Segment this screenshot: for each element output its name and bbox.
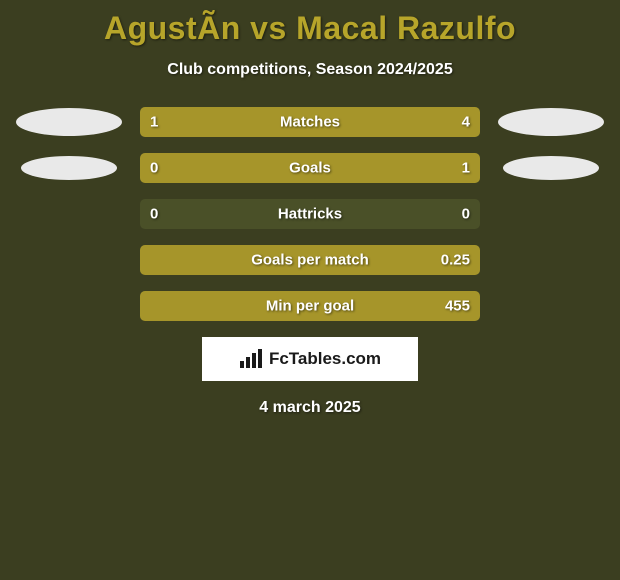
branding-text: FcTables.com: [269, 349, 381, 369]
stat-row: 0.25 Goals per match: [0, 245, 620, 275]
stat-row: 0 1 Goals: [0, 153, 620, 183]
stats-area: 1 4 Matches 0 1 Goals 0 0 Hattricks 0.25 Goals per…: [0, 107, 620, 321]
stat-bar-right-fill: [208, 107, 480, 137]
stat-label: Hattricks: [278, 206, 342, 223]
page-title: AgustÃ­n vs Macal Razulfo: [0, 0, 620, 47]
stat-label: Goals: [289, 160, 331, 177]
stat-value-right: 4: [462, 114, 470, 131]
player-right-ellipse: [503, 156, 599, 180]
stat-bar: 1 4 Matches: [140, 107, 480, 137]
stat-value-right: 0.25: [441, 252, 470, 269]
stat-value-right: 455: [445, 298, 470, 315]
player-left-ellipse: [21, 156, 117, 180]
footer-date: 4 march 2025: [0, 399, 620, 417]
stat-bar: 455 Min per goal: [140, 291, 480, 321]
stat-label: Matches: [280, 114, 340, 131]
player-right-ellipse: [498, 108, 604, 136]
stat-bar: 0 0 Hattricks: [140, 199, 480, 229]
stat-row: 1 4 Matches: [0, 107, 620, 137]
stat-row: 455 Min per goal: [0, 291, 620, 321]
stat-label: Min per goal: [266, 298, 354, 315]
stat-value-left: 1: [150, 114, 158, 131]
player-left-ellipse: [16, 108, 122, 136]
stat-bar: 0 1 Goals: [140, 153, 480, 183]
stat-bar: 0.25 Goals per match: [140, 245, 480, 275]
stat-value-left: 0: [150, 160, 158, 177]
stat-value-right: 1: [462, 160, 470, 177]
comparison-card: AgustÃ­n vs Macal Razulfo Club competiti…: [0, 0, 620, 580]
stat-row: 0 0 Hattricks: [0, 199, 620, 229]
branding-badge: FcTables.com: [202, 337, 418, 381]
stat-value-left: 0: [150, 206, 158, 223]
stat-value-right: 0: [462, 206, 470, 223]
stat-label: Goals per match: [251, 252, 369, 269]
chart-bars-icon: [239, 349, 263, 369]
page-subtitle: Club competitions, Season 2024/2025: [0, 61, 620, 79]
